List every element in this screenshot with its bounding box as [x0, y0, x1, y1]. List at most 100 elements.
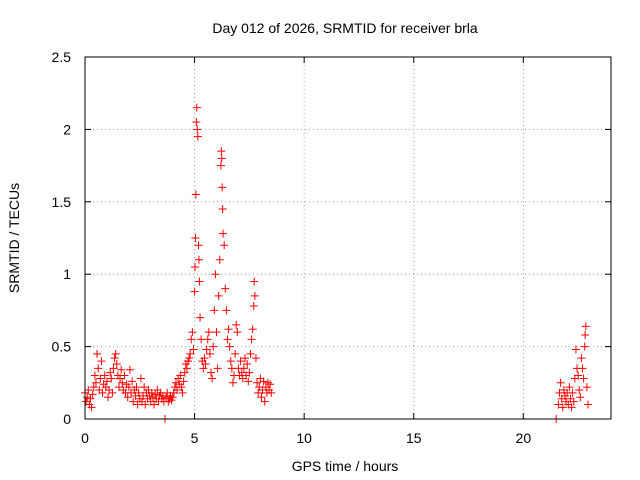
- data-point: [151, 390, 160, 399]
- data-point: [247, 335, 256, 344]
- data-point: [575, 386, 584, 395]
- data-point: [257, 393, 266, 402]
- data-point: [240, 354, 249, 363]
- data-point: [231, 349, 240, 358]
- data-point: [253, 378, 262, 387]
- data-point: [554, 400, 563, 409]
- data-point: [225, 342, 234, 351]
- data-point: [177, 383, 186, 392]
- data-point: [237, 368, 246, 377]
- data-point: [96, 374, 105, 383]
- data-point: [129, 397, 138, 406]
- data-point: [583, 400, 592, 409]
- data-point: [212, 328, 221, 337]
- data-point: [581, 331, 590, 340]
- data-point: [104, 393, 113, 402]
- data-point: [192, 103, 201, 112]
- data-point: [136, 374, 145, 383]
- data-point: [194, 255, 203, 264]
- y-tick-label: 2: [63, 121, 71, 137]
- data-point: [209, 342, 218, 351]
- y-tick-label: 1: [63, 266, 71, 282]
- grid-lines: [85, 57, 611, 419]
- data-point: [191, 262, 200, 271]
- data-point: [128, 377, 137, 386]
- data-point: [187, 335, 196, 344]
- data-point: [555, 388, 564, 397]
- data-point: [158, 391, 167, 400]
- data-point: [134, 388, 143, 397]
- data-point: [199, 364, 208, 373]
- data-point: [200, 354, 209, 363]
- data-point: [219, 229, 228, 238]
- data-point: [264, 378, 273, 387]
- data-point: [89, 383, 98, 392]
- data-point: [222, 306, 231, 315]
- data-point: [233, 328, 242, 337]
- data-point: [193, 132, 202, 141]
- data-point: [196, 313, 205, 322]
- data-point: [147, 388, 156, 397]
- data-point: [102, 377, 111, 386]
- data-point: [176, 371, 185, 380]
- data-point: [244, 377, 253, 386]
- data-point: [558, 403, 567, 412]
- data-point: [578, 364, 587, 373]
- data-point: [245, 368, 254, 377]
- data-point: [116, 374, 125, 383]
- data-point: [98, 388, 107, 397]
- data-point: [216, 161, 225, 170]
- data-point: [132, 383, 141, 392]
- data-point: [100, 371, 109, 380]
- data-point: [250, 277, 259, 286]
- data-point: [117, 365, 126, 374]
- data-point: [114, 383, 123, 392]
- data-point: [185, 354, 194, 363]
- data-point: [214, 291, 223, 300]
- data-point: [580, 342, 589, 351]
- plot-area: [81, 103, 592, 423]
- data-point: [84, 386, 93, 395]
- y-tick-label: 1.5: [52, 194, 72, 210]
- data-point: [168, 393, 177, 402]
- data-point: [194, 241, 203, 250]
- data-point: [204, 328, 213, 337]
- data-point: [218, 183, 227, 192]
- data-point: [205, 349, 214, 358]
- y-tick-label: 0: [63, 411, 71, 427]
- data-point: [93, 349, 102, 358]
- data-point: [218, 205, 227, 214]
- data-point: [221, 284, 230, 293]
- data-point: [133, 400, 142, 409]
- data-point: [106, 368, 115, 377]
- chart-title: Day 012 of 2026, SRMTID for receiver brl…: [212, 20, 478, 36]
- data-point: [228, 378, 237, 387]
- data-point: [236, 357, 245, 366]
- data-point: [191, 234, 200, 242]
- data-point: [107, 374, 116, 383]
- x-tick-label: 0: [81, 430, 89, 446]
- data-point: [179, 377, 188, 386]
- data-point: [224, 325, 233, 334]
- data-point: [124, 383, 133, 392]
- data-point: [109, 364, 118, 373]
- x-tick-label: 15: [406, 430, 422, 446]
- data-point: [210, 306, 219, 315]
- data-point: [111, 349, 120, 358]
- data-point: [259, 377, 268, 386]
- data-point: [215, 255, 224, 264]
- data-point: [118, 378, 127, 387]
- data-point: [565, 383, 574, 392]
- data-point: [211, 270, 220, 279]
- data-point: [87, 403, 96, 412]
- data-point: [569, 397, 578, 406]
- data-point: [186, 349, 195, 358]
- x-tick-label: 20: [516, 430, 532, 446]
- data-point: [110, 354, 119, 363]
- data-point: [191, 190, 200, 199]
- data-point: [576, 393, 585, 402]
- y-tick-label: 2.5: [52, 49, 72, 65]
- x-axis-label: GPS time / hours: [292, 458, 399, 474]
- data-point: [173, 386, 182, 395]
